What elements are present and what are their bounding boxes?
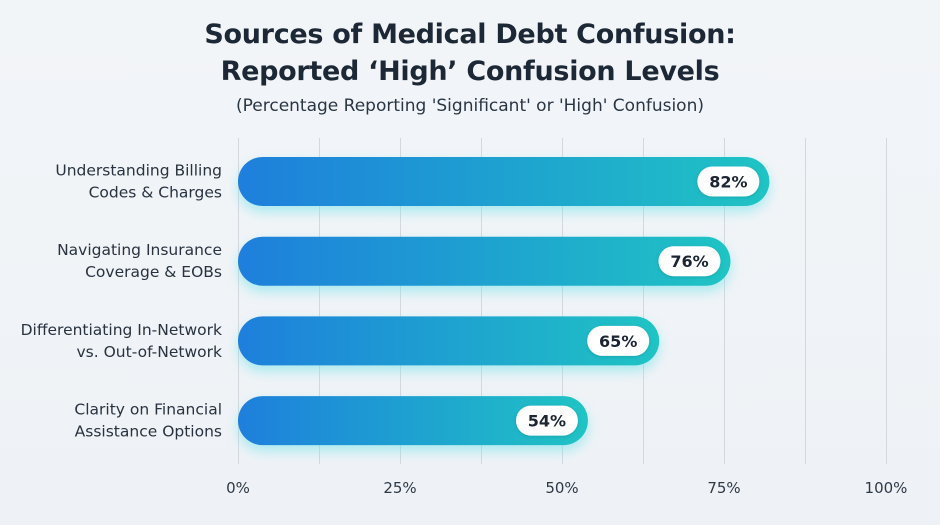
category-label: Clarity on Financial [74,401,222,419]
category-label: Codes & Charges [89,184,222,202]
value-label: 82% [709,173,747,192]
category-labels: Understanding Billing Codes & Charges Navi… [21,162,222,441]
value-badge [515,405,578,436]
category-label: Navigating Insurance [57,241,222,259]
x-tick-label: 0% [226,479,250,497]
value-label: 54% [528,412,566,431]
chart-title-line-2: Reported ‘High’ Confusion Levels [220,56,720,87]
x-tick-label: 25% [383,479,416,497]
bar-group: 54% [238,396,588,452]
chart-subtitle: (Percentage Reporting 'Significant' or '… [236,96,704,116]
bar [238,157,770,206]
x-tick-label: 100% [865,479,908,497]
value-badge [658,246,721,277]
category-label: Differentiating In-Network [21,321,222,339]
x-tick-label: 75% [707,479,740,497]
bar-group: 76% [238,236,731,292]
value-label: 76% [670,252,708,271]
chart-title-line-1: Sources of Medical Debt Confusion: [204,19,736,50]
value-badge [697,166,760,197]
category-label: vs. Out-of-Network [77,343,223,361]
bar-group: 65% [238,316,660,372]
category-label: Coverage & EOBs [85,263,222,281]
x-axis-tick-labels: 0% 25% 50% 75% 100% [226,479,907,497]
category-label: Assistance Options [75,423,222,441]
bar [238,236,731,286]
category-label: Understanding Billing [55,162,222,180]
x-tick-label: 50% [545,479,578,497]
bar [238,316,660,366]
bar [238,396,588,446]
value-badge [587,325,650,356]
bar-group: 82% [238,157,770,212]
bars: 82% 76% 65% 54% [238,157,770,452]
value-label: 65% [599,332,637,351]
